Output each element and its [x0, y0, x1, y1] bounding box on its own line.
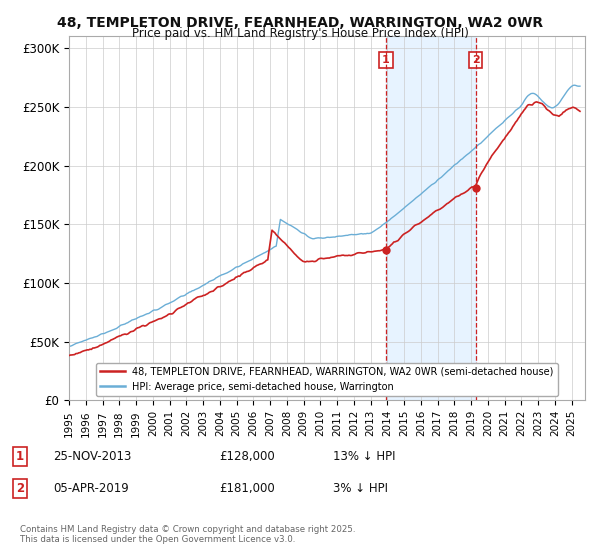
Text: 05-APR-2019: 05-APR-2019	[53, 482, 128, 496]
Text: £181,000: £181,000	[219, 482, 275, 496]
Text: Price paid vs. HM Land Registry's House Price Index (HPI): Price paid vs. HM Land Registry's House …	[131, 27, 469, 40]
Text: 3% ↓ HPI: 3% ↓ HPI	[333, 482, 388, 496]
Text: 25-NOV-2013: 25-NOV-2013	[53, 450, 131, 463]
Text: 13% ↓ HPI: 13% ↓ HPI	[333, 450, 395, 463]
Text: 2: 2	[472, 55, 479, 65]
Text: 48, TEMPLETON DRIVE, FEARNHEAD, WARRINGTON, WA2 0WR: 48, TEMPLETON DRIVE, FEARNHEAD, WARRINGT…	[57, 16, 543, 30]
Text: 1: 1	[16, 450, 24, 463]
Text: 2: 2	[16, 482, 24, 496]
Legend: 48, TEMPLETON DRIVE, FEARNHEAD, WARRINGTON, WA2 0WR (semi-detached house), HPI: : 48, TEMPLETON DRIVE, FEARNHEAD, WARRINGT…	[97, 363, 557, 395]
Bar	[386, 36, 476, 400]
Text: 1: 1	[382, 55, 390, 65]
Text: Contains HM Land Registry data © Crown copyright and database right 2025.
This d: Contains HM Land Registry data © Crown c…	[20, 525, 355, 544]
Text: £128,000: £128,000	[219, 450, 275, 463]
